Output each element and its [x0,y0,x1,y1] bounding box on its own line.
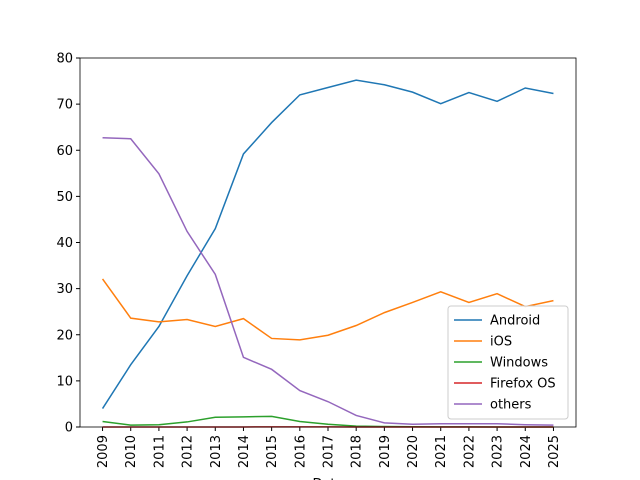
x-tick-label: 2021 [434,435,449,468]
x-tick-label: 2014 [237,435,252,468]
plot-frame [79,57,577,428]
y-tick-label: 40 [56,236,73,251]
x-tick-label: 2023 [491,435,506,468]
legend: Android iOS Windows Firefox OS others [447,305,569,420]
x-tick-label: 2009 [96,435,111,468]
y-tick-label: 10 [56,374,73,389]
legend-label: others [490,398,532,413]
x-tick-label: 2019 [378,435,393,468]
x-tick-label: 2012 [181,435,196,468]
legend-label: iOS [490,335,512,350]
x-tick-label: 2017 [322,435,337,468]
x-tick-label: 2013 [209,435,224,468]
y-tick-label: 80 [56,52,73,67]
y-tick-label: 60 [56,144,73,159]
x-tick-label: 2015 [265,435,280,468]
y-tick-label: 50 [56,190,73,205]
series-line [102,137,554,426]
x-tick-label: 2020 [406,435,421,468]
y-tick-label: 20 [56,328,73,343]
x-tick-label: 2025 [547,435,562,468]
y-tick-label: 0 [65,421,73,436]
x-tick-label: 2011 [152,435,167,468]
series-line [101,79,554,409]
legend-label: Firefox OS [490,377,556,392]
x-tick-label: 2024 [519,435,534,468]
legend-label: Android [490,314,540,329]
x-tick-label: 2016 [293,435,308,468]
legend-box [447,305,569,420]
series-line [101,278,554,341]
y-tick-label: 70 [56,98,73,113]
x-tick-label: 2018 [350,435,365,468]
x-tick-label: 2022 [462,435,477,468]
x-axis-label: Date [312,477,343,480]
legend-label: Windows [490,356,548,371]
x-tick-label: 2010 [124,435,139,468]
y-tick-label: 30 [56,282,73,297]
